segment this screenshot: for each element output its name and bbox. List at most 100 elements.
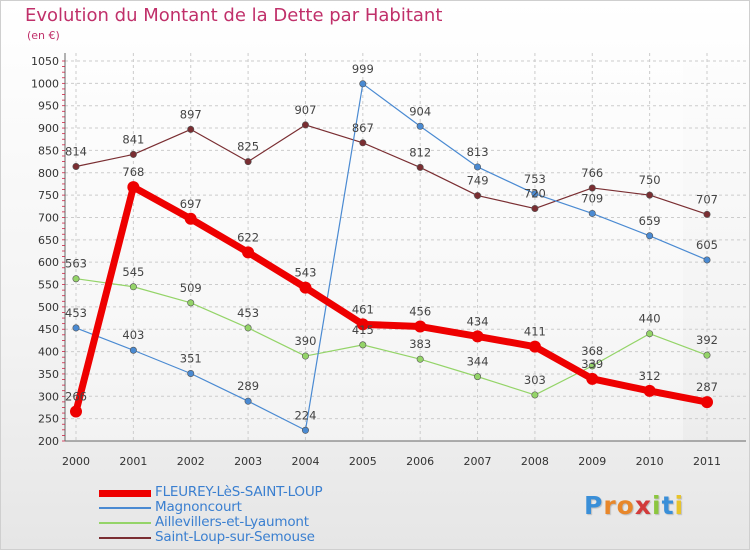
- data-label: 813: [467, 145, 489, 159]
- y-tick-label: 850: [38, 144, 59, 157]
- data-label: 545: [122, 265, 144, 279]
- data-label: 697: [180, 197, 202, 211]
- y-tick-label: 400: [38, 346, 59, 359]
- data-point: [531, 391, 539, 399]
- data-point: [414, 320, 427, 333]
- chart-title: Evolution du Montant de la Dette par Hab…: [25, 5, 443, 26]
- y-tick-label: 200: [38, 435, 59, 448]
- data-label: 825: [237, 140, 259, 154]
- x-tick-label: 2004: [291, 455, 319, 468]
- data-point: [187, 369, 195, 377]
- y-tick-label: 300: [38, 390, 59, 403]
- data-label: 440: [639, 312, 661, 326]
- data-label: 453: [237, 306, 259, 320]
- data-label: 453: [65, 306, 87, 320]
- y-tick-label: 350: [38, 368, 59, 381]
- data-point: [187, 299, 195, 307]
- data-point: [244, 397, 252, 405]
- proxiti-logo: Proxiti: [584, 491, 684, 520]
- x-tick-label: 2002: [177, 455, 205, 468]
- y-tick-label: 1050: [31, 55, 59, 68]
- data-label: 344: [467, 355, 489, 369]
- data-point: [184, 212, 197, 225]
- data-label: 287: [696, 380, 718, 394]
- x-tick-label: 2008: [521, 455, 549, 468]
- series-line: [72, 183, 711, 415]
- x-tick-label: 2006: [406, 455, 434, 468]
- x-tick-label: 2010: [636, 455, 664, 468]
- series-line: [75, 124, 708, 215]
- chart-unit-label: (en €): [27, 29, 60, 42]
- logo-letter: r: [603, 491, 617, 520]
- legend-label: Saint-Loup-sur-Semouse: [155, 529, 315, 545]
- data-label: 312: [639, 369, 661, 383]
- x-tick-label: 2005: [349, 455, 377, 468]
- data-point: [586, 372, 599, 385]
- data-label: 351: [180, 351, 202, 365]
- data-label: 766: [581, 166, 603, 180]
- legend-swatch: [99, 522, 151, 524]
- data-label: 659: [639, 214, 661, 228]
- x-tick-label: 2011: [693, 455, 721, 468]
- data-label: 403: [122, 328, 144, 342]
- data-label: 753: [524, 172, 546, 186]
- data-label: 563: [65, 257, 87, 271]
- legend-swatch: [99, 489, 151, 497]
- y-tick-label: 900: [38, 122, 59, 135]
- data-point: [474, 192, 482, 200]
- data-label: 543: [294, 266, 316, 280]
- y-tick-label: 700: [38, 211, 59, 224]
- data-point: [129, 150, 137, 158]
- data-point: [646, 330, 654, 338]
- data-point: [474, 163, 482, 171]
- data-point: [356, 318, 369, 331]
- y-tick-label: 750: [38, 189, 59, 202]
- data-label: 368: [581, 344, 603, 358]
- data-point: [70, 405, 82, 418]
- data-point: [471, 330, 484, 343]
- data-label: 867: [352, 121, 374, 135]
- data-point: [242, 246, 255, 259]
- x-tick-label: 2003: [234, 455, 262, 468]
- data-point: [129, 283, 137, 291]
- data-label: 814: [65, 145, 87, 159]
- data-point: [528, 340, 541, 353]
- x-tick-label: 2000: [62, 455, 90, 468]
- data-label: 720: [524, 187, 546, 201]
- data-label: 897: [180, 107, 202, 121]
- data-point: [643, 384, 656, 397]
- data-point: [301, 426, 309, 434]
- series-line: [75, 278, 708, 396]
- logo-letter: x: [634, 491, 652, 520]
- data-label: 266: [65, 389, 87, 403]
- data-label: 709: [581, 191, 603, 205]
- data-label: 841: [122, 132, 144, 146]
- data-point: [588, 209, 596, 217]
- data-point: [127, 181, 140, 194]
- data-label: 392: [696, 333, 718, 347]
- data-label: 622: [237, 230, 259, 244]
- y-tick-label: 800: [38, 167, 59, 180]
- y-tick-label: 600: [38, 256, 59, 269]
- data-point: [703, 210, 711, 218]
- y-tick-label: 450: [38, 323, 59, 336]
- data-label: 434: [467, 314, 489, 328]
- data-point: [72, 324, 80, 332]
- data-point: [129, 346, 137, 354]
- data-label: 411: [524, 325, 546, 339]
- data-point: [531, 205, 539, 213]
- data-point: [531, 190, 539, 198]
- data-point: [359, 341, 367, 349]
- data-point: [72, 275, 80, 283]
- data-label: 812: [409, 145, 431, 159]
- data-label: 904: [409, 104, 431, 118]
- data-label: 461: [352, 302, 374, 316]
- data-point: [359, 80, 367, 88]
- data-label: 224: [294, 408, 316, 422]
- logo-letter: o: [616, 491, 635, 520]
- data-label: 415: [352, 323, 374, 337]
- data-point: [416, 122, 424, 130]
- data-label: 999: [352, 62, 374, 76]
- logo-letter: t: [661, 491, 675, 520]
- plot-area: [65, 61, 683, 441]
